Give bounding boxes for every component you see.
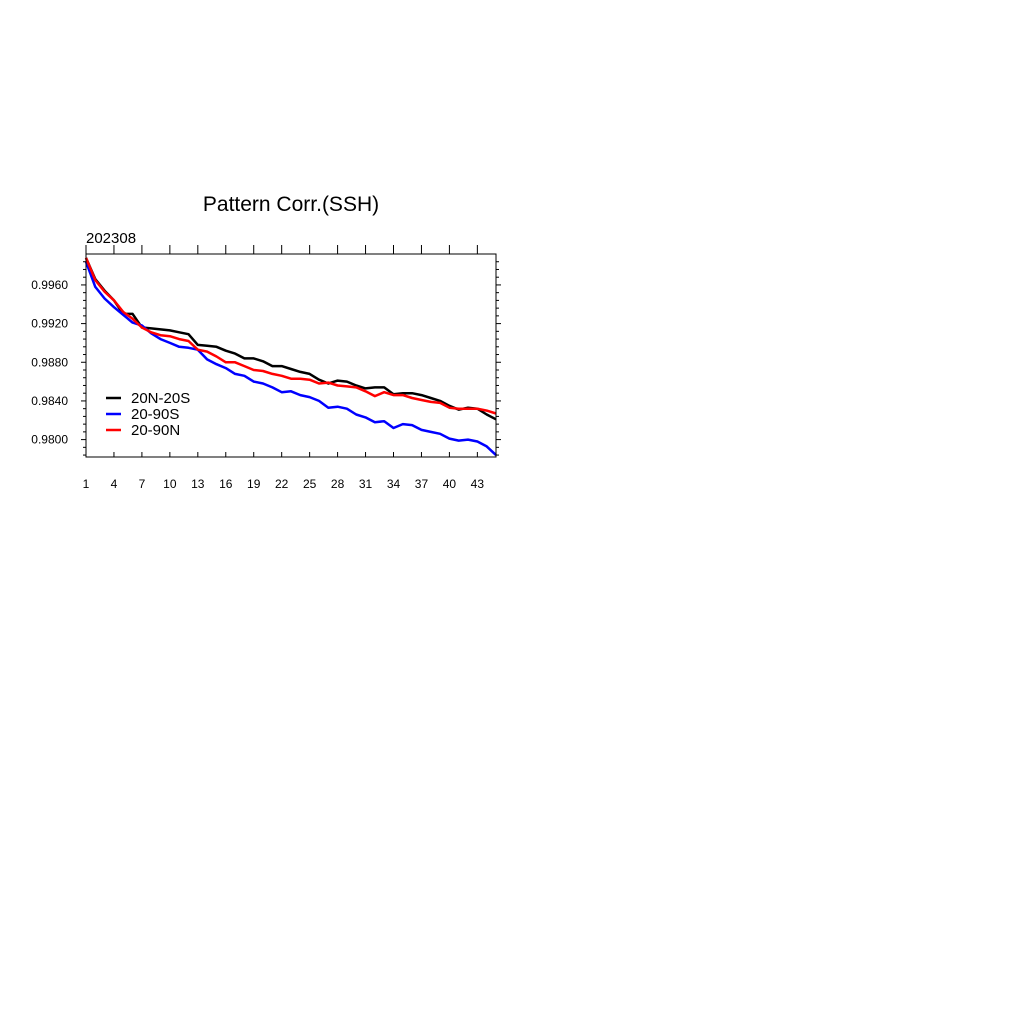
x-tick-label: 37 bbox=[415, 477, 429, 491]
chart-title: Pattern Corr.(SSH) bbox=[203, 193, 379, 216]
series-line-20-90n bbox=[84, 257, 497, 415]
chart-subtitle: 202308 bbox=[86, 230, 136, 247]
x-tick-label: 13 bbox=[191, 477, 205, 491]
axis-ticks: 1 4 7 10 13 16 19 22 25 28 31 34 37 40 43 0.9800 0.9840 0… bbox=[31, 245, 501, 491]
x-tick-label: 31 bbox=[359, 477, 373, 491]
x-tick-label: 43 bbox=[471, 477, 485, 491]
x-tick-label: 40 bbox=[443, 477, 457, 491]
series-lines bbox=[84, 257, 497, 457]
x-tick-label: 34 bbox=[387, 477, 401, 491]
y-tick-label: 0.9960 bbox=[31, 278, 68, 292]
y-tick-label: 0.9920 bbox=[31, 317, 68, 331]
x-tick-label: 19 bbox=[247, 477, 261, 491]
x-tick-label: 28 bbox=[331, 477, 345, 491]
legend-label: 20-90N bbox=[131, 422, 180, 439]
x-tick-label: 7 bbox=[139, 477, 146, 491]
legend-label: 20N-20S bbox=[131, 390, 190, 407]
y-tick-label: 0.9840 bbox=[31, 394, 68, 408]
x-tick-label: 25 bbox=[303, 477, 317, 491]
series-line-20-90s bbox=[84, 261, 497, 457]
x-tick-label: 4 bbox=[111, 477, 118, 491]
x-tick-label: 16 bbox=[219, 477, 233, 491]
x-tick-label: 10 bbox=[163, 477, 177, 491]
series-line-20n-20s bbox=[84, 257, 497, 421]
y-tick-label: 0.9800 bbox=[31, 433, 68, 447]
y-tick-label: 0.9880 bbox=[31, 355, 68, 369]
plot-frame bbox=[85, 253, 497, 458]
legend-label: 20-90S bbox=[131, 406, 179, 423]
x-tick-label: 22 bbox=[275, 477, 289, 491]
x-tick-label: 1 bbox=[83, 477, 90, 491]
